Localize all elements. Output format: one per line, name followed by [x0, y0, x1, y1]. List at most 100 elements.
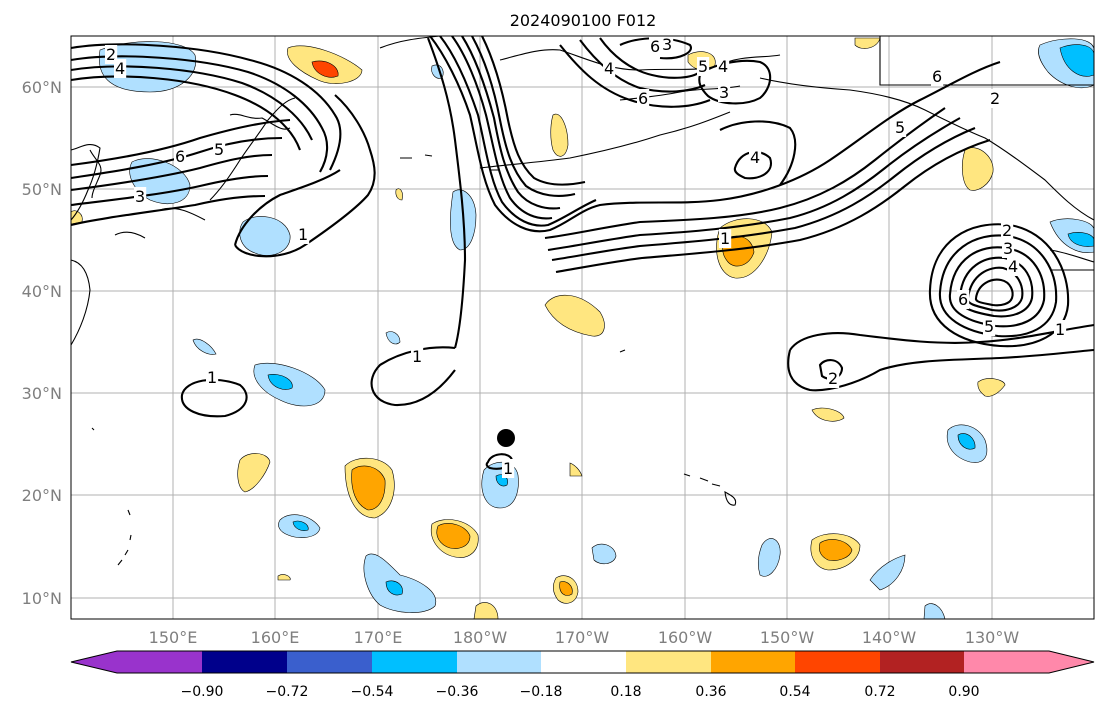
pos-anomaly-region [818, 539, 853, 561]
colorbar-tick-label: −0.72 [266, 684, 309, 700]
lat-label: 20°N [22, 486, 62, 505]
lon-label: 150°W [760, 628, 815, 647]
contour-label: 5 [984, 317, 994, 336]
contour-label: 5 [214, 140, 224, 159]
colorbar-tick-label: 0.54 [779, 684, 810, 700]
contour-label: 5 [698, 57, 708, 76]
colorbar-tick-label: −0.18 [520, 684, 563, 700]
neg-anomaly-region [267, 374, 293, 390]
neg-anomaly-region [957, 433, 976, 450]
contour-label: 2 [828, 369, 838, 388]
contour-label-background [213, 140, 226, 159]
pos-anomaly-region [395, 188, 403, 201]
lon-label: 170°E [354, 628, 403, 647]
colorbar-tick-label: −0.90 [181, 684, 224, 700]
contour-label-background [637, 89, 650, 108]
contour-label-background [989, 89, 1002, 108]
contour-label-background [983, 317, 996, 336]
contour-label: 6 [175, 147, 185, 166]
contour-label-background [697, 57, 710, 76]
contour-label: 4 [604, 59, 614, 78]
contour-label-background [411, 347, 424, 366]
colorbar-tick-label: 0.36 [695, 684, 726, 700]
contour-label-background [827, 369, 840, 388]
lon-label: 130°W [965, 628, 1020, 647]
contour-label-background [1007, 257, 1020, 276]
colorbar-segment [795, 651, 880, 673]
contour-label: 1 [503, 459, 513, 478]
lon-label: 170°W [555, 628, 610, 647]
neg-anomaly-region [591, 543, 617, 565]
contour-label: 3 [719, 83, 729, 102]
lat-label: 50°N [22, 180, 62, 199]
neg-anomaly-region [292, 520, 309, 531]
lat-label: 40°N [22, 282, 62, 301]
contour-label: 6 [958, 290, 968, 309]
pos-anomaly-region [550, 113, 569, 157]
neg-anomaly-region [385, 580, 403, 596]
colorbar-min-extend [71, 651, 117, 673]
contour-label: 6 [638, 89, 648, 108]
contour-label-background [1001, 221, 1014, 240]
pos-anomaly-region [569, 462, 583, 477]
contour-label-background [134, 187, 147, 206]
colorbar-segment [287, 651, 372, 673]
contour-label: 4 [750, 148, 760, 167]
lon-label: 160°W [658, 628, 713, 647]
pos-anomaly-region [961, 147, 994, 191]
contour-label-background [174, 147, 187, 166]
contour-label: 2 [990, 89, 1000, 108]
contour-label-background [502, 459, 515, 478]
pos-anomaly-region [277, 574, 291, 581]
colorbar-segment [711, 651, 795, 673]
colorbar-tick-label: 0.90 [948, 684, 979, 700]
lat-label: 30°N [22, 384, 62, 403]
contour-label-background [603, 59, 616, 78]
contour-label: 4 [115, 59, 125, 78]
neg-anomaly-region [192, 338, 217, 355]
contour-label-background [894, 118, 907, 137]
contour-label: 5 [895, 118, 905, 137]
contour-label-background [957, 290, 970, 309]
lon-label: 140°W [862, 628, 917, 647]
contour-label-background [661, 35, 674, 54]
contour-label-background [114, 59, 127, 78]
longitude-labels: 150°E 160°E 170°E 180°W 170°W 160°W 150°… [149, 628, 1020, 647]
contour-lines [70, 35, 1095, 470]
colorbar-segment [626, 651, 711, 673]
colorbar-outline [70, 650, 1095, 674]
contour-label-background [718, 83, 731, 102]
neg-anomaly-region [385, 331, 401, 345]
neg-anomaly-region [757, 538, 781, 577]
contour-label: 3 [135, 187, 145, 206]
contour-label: 6 [650, 37, 660, 56]
contour-label: 4 [1008, 257, 1018, 276]
colorbar-segment [372, 651, 457, 673]
contour-label-background [931, 67, 944, 86]
neg-anomaly-region [239, 216, 291, 256]
contour-label: 3 [662, 35, 672, 54]
contour-label-background [1054, 320, 1067, 339]
contour-label-background [717, 57, 730, 76]
contour-label: 1 [720, 229, 730, 248]
pos-anomaly-region [811, 407, 845, 422]
lat-label: 10°N [22, 589, 62, 608]
lon-label: 160°E [251, 628, 300, 647]
pos-anomaly-region [977, 378, 1006, 397]
colorbar-tick-label: 0.18 [610, 684, 641, 700]
colorbar-segment [457, 651, 541, 673]
contour-label: 4 [718, 57, 728, 76]
pos-anomaly-region [559, 581, 573, 596]
colorbar-tick-label: −0.54 [351, 684, 394, 700]
contour-label-background [749, 148, 762, 167]
figure-title: 2024090100 F012 [510, 11, 657, 30]
neg-anomaly-region [363, 553, 437, 613]
colorbar: −0.90 −0.72 −0.54 −0.36 −0.18 0.18 0.36 … [70, 650, 1095, 700]
contour-label: 3 [1003, 239, 1013, 258]
pos-anomaly-region [351, 465, 386, 511]
lon-label: 180°W [453, 628, 508, 647]
map-frame [70, 35, 1095, 620]
pos-anomaly-region [544, 294, 605, 337]
colorbar-segment [541, 651, 626, 673]
pos-anomaly-region [237, 453, 271, 493]
